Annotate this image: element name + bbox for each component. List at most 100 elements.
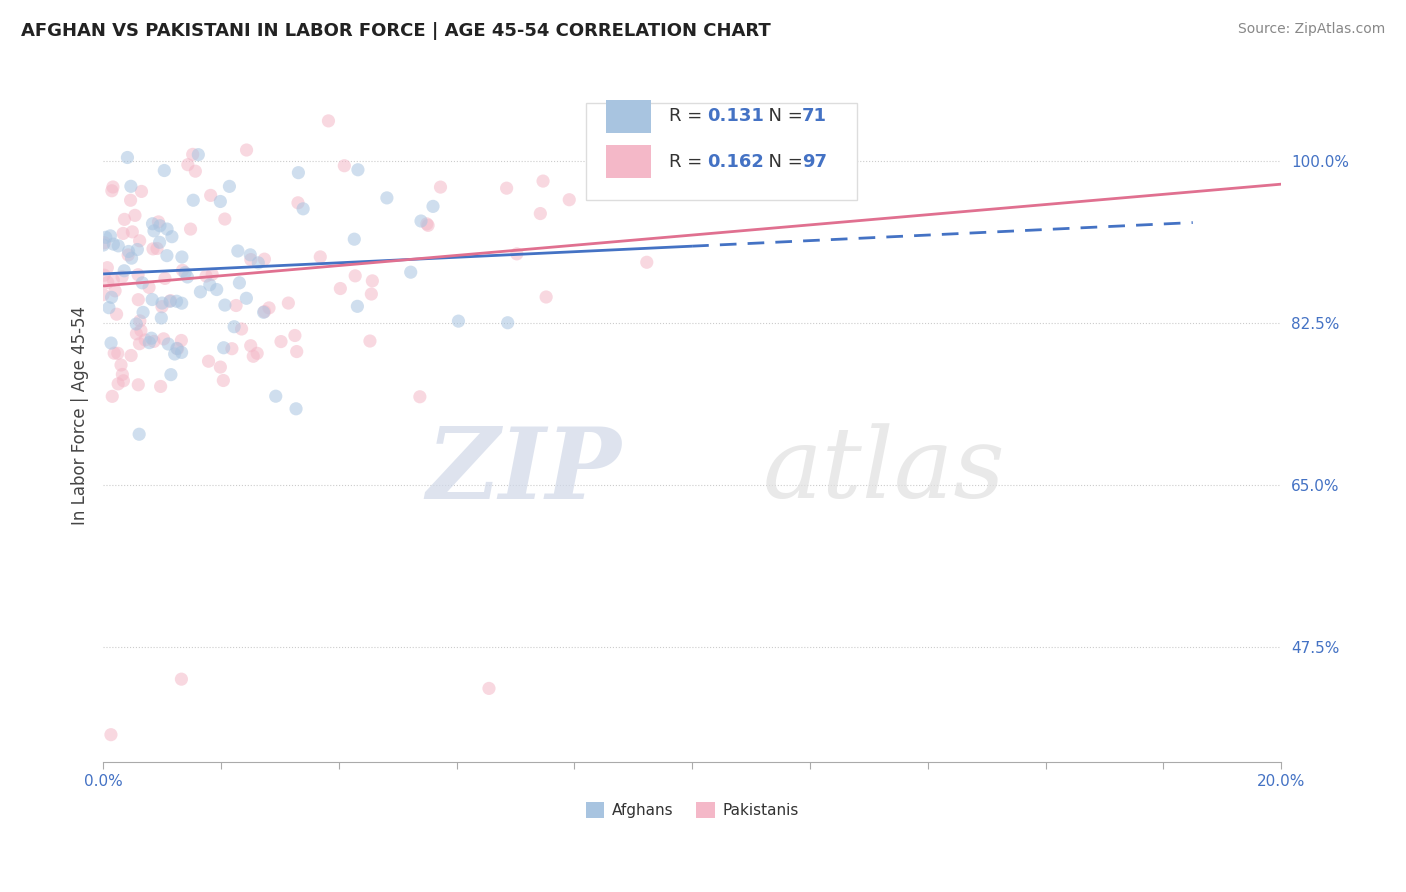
Point: [100, 336, 122, 351]
Point: [105, 307, 128, 321]
Point: [120, 349, 142, 363]
Point: [159, 293, 181, 308]
Point: [93, 235, 115, 250]
Point: [143, 224, 166, 238]
Point: [172, 263, 194, 277]
Point: [529, 206, 551, 220]
Point: [399, 265, 422, 279]
Point: [361, 274, 384, 288]
Point: [333, 159, 356, 173]
Point: [198, 277, 221, 292]
Point: [104, 284, 127, 298]
Text: AFGHAN VS PAKISTANI IN LABOR FORCE | AGE 45-54 CORRELATION CHART: AFGHAN VS PAKISTANI IN LABOR FORCE | AGE…: [21, 22, 770, 40]
Point: [128, 336, 150, 351]
Point: [128, 234, 150, 248]
Text: R =: R =: [669, 107, 707, 126]
Point: [264, 389, 287, 403]
Point: [141, 331, 163, 345]
Point: [195, 268, 218, 283]
Point: [170, 250, 193, 264]
Text: R =: R =: [669, 153, 707, 170]
Point: [409, 390, 432, 404]
Point: [125, 317, 148, 331]
Point: [127, 377, 149, 392]
Point: [112, 264, 135, 278]
Point: [160, 368, 183, 382]
Point: [287, 166, 309, 180]
Point: [235, 143, 257, 157]
Point: [111, 368, 134, 382]
Point: [114, 212, 136, 227]
Point: [152, 332, 174, 346]
Point: [214, 212, 236, 227]
Point: [309, 250, 332, 264]
Point: [205, 283, 228, 297]
Point: [531, 174, 554, 188]
Point: [184, 164, 207, 178]
Point: [170, 296, 193, 310]
Point: [285, 401, 308, 416]
Point: [257, 301, 280, 315]
Text: N =: N =: [756, 107, 808, 126]
Point: [163, 347, 186, 361]
Point: [284, 328, 307, 343]
Point: [110, 358, 132, 372]
Text: Source: ZipAtlas.com: Source: ZipAtlas.com: [1237, 22, 1385, 37]
Point: [120, 179, 142, 194]
Point: [149, 235, 172, 250]
Point: [117, 244, 139, 259]
Point: [239, 248, 262, 262]
Point: [287, 195, 309, 210]
Point: [181, 147, 204, 161]
Point: [129, 323, 152, 337]
Point: [146, 242, 169, 256]
Point: [197, 354, 219, 368]
Legend: Afghans, Pakistanis: Afghans, Pakistanis: [579, 796, 804, 824]
Point: [347, 162, 370, 177]
Point: [111, 269, 134, 284]
Point: [329, 281, 352, 295]
Point: [103, 273, 125, 287]
Point: [190, 285, 212, 299]
Point: [247, 256, 270, 270]
Point: [224, 319, 246, 334]
Point: [141, 293, 163, 307]
Point: [100, 290, 122, 304]
Point: [176, 270, 198, 285]
Point: [112, 227, 135, 241]
Point: [138, 280, 160, 294]
Point: [156, 249, 179, 263]
Point: [127, 268, 149, 282]
Point: [252, 305, 274, 319]
Point: [127, 243, 149, 257]
Point: [214, 298, 236, 312]
Point: [318, 114, 340, 128]
Point: [343, 232, 366, 246]
Point: [270, 334, 292, 349]
Point: [416, 217, 439, 231]
Point: [91, 287, 114, 301]
Point: [93, 268, 115, 283]
Y-axis label: In Labor Force | Age 45-54: In Labor Force | Age 45-54: [72, 306, 89, 525]
Point: [422, 199, 444, 213]
Point: [141, 217, 163, 231]
Point: [558, 193, 581, 207]
Point: [148, 215, 170, 229]
Point: [177, 158, 200, 172]
Point: [253, 252, 276, 267]
Point: [101, 180, 124, 194]
Point: [131, 276, 153, 290]
Point: [496, 316, 519, 330]
Point: [94, 230, 117, 244]
Point: [117, 151, 139, 165]
Point: [153, 271, 176, 285]
Point: [166, 342, 188, 356]
Text: N =: N =: [756, 153, 808, 170]
Point: [218, 179, 240, 194]
Point: [107, 346, 129, 360]
Point: [253, 304, 276, 318]
Bar: [606, 100, 651, 133]
Point: [98, 228, 121, 243]
Point: [149, 379, 172, 393]
Point: [101, 389, 124, 403]
